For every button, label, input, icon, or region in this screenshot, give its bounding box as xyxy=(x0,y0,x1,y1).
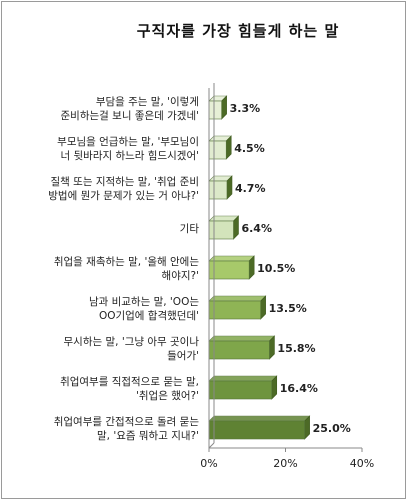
bar xyxy=(208,180,228,200)
category-label-line: 남과 비교하는 말, 'OO는 xyxy=(89,295,199,308)
category-label: 질책 또는 지적하는 말, '취업 준비 방법에 뭔가 문제가 있는 거 아냐?' xyxy=(48,175,199,202)
bar-group: 4.7% 질책 또는 지적하는 말, '취업 준비 방법에 뭔가 문제가 있는 거 … xyxy=(48,175,265,202)
bar-group: 6.4% 기타 xyxy=(180,215,272,240)
category-label-line: 기타 xyxy=(180,223,200,235)
bar-group: 16.4% 취업여부를 직접적으로 묻는 말, '취업은 했어?' xyxy=(60,375,318,402)
bar xyxy=(208,420,305,440)
bar xyxy=(208,380,273,400)
bar-value-label: 25.0% xyxy=(313,422,351,435)
x-tick-label: 0% xyxy=(200,457,217,470)
x-axis: 0% 20% 40% xyxy=(200,83,374,470)
category-label-line: '취업은 했어?' xyxy=(136,389,199,402)
bar-value-label: 4.7% xyxy=(235,182,266,195)
category-label-line: 취업여부를 직접적으로 묻는 말, xyxy=(60,375,199,388)
bar xyxy=(208,260,250,280)
category-label-line: OO기업에 합격했던데' xyxy=(99,309,199,322)
bar-value-label: 10.5% xyxy=(257,262,295,275)
x-tick-label: 20% xyxy=(273,457,297,470)
bar-value-label: 4.5% xyxy=(234,142,265,155)
bar-value-label: 15.8% xyxy=(277,342,315,355)
category-label: 부모님을 언급하는 말, '부모님이 너 뒷바라지 하느라 힘드시겠어' xyxy=(57,135,199,162)
bar-value-label: 3.3% xyxy=(230,102,261,115)
category-label-line: 준비하는걸 보니 좋은데 가겠네' xyxy=(61,109,199,122)
bar-value-label: 13.5% xyxy=(269,302,307,315)
category-label: 취업여부를 직접적으로 묻는 말, '취업은 했어?' xyxy=(60,375,199,402)
bar-value-label: 6.4% xyxy=(241,222,272,235)
bar-top-face xyxy=(208,375,278,382)
bar-value-label: 16.4% xyxy=(280,382,318,395)
category-label: 부담을 주는 말, '이렇게 준비하는걸 보니 좋은데 가겠네' xyxy=(61,95,199,122)
bar xyxy=(208,300,261,320)
bar-top-face xyxy=(208,415,311,422)
category-label: 취업을 재촉하는 말, '올해 안에는 해야지?' xyxy=(54,255,199,282)
category-label-line: 취업을 재촉하는 말, '올해 안에는 xyxy=(54,255,199,268)
x-tick-label: 40% xyxy=(350,457,374,470)
bar-group: 13.5% 남과 비교하는 말, 'OO는 OO기업에 합격했던데' xyxy=(89,295,307,322)
bar-group: 25.0% 취업여부를 간접적으로 돌려 묻는 말, '요즘 뭐하고 지내?' xyxy=(54,415,351,442)
bars-group: 3.3% 부담을 주는 말, '이렇게 준비하는걸 보니 좋은데 가겠네' 4.5% 부… xyxy=(48,95,351,442)
bar xyxy=(208,100,222,120)
category-label-line: 말, '요즘 뭐하고 지내?' xyxy=(97,429,199,442)
category-label-line: 질책 또는 지적하는 말, '취업 준비 xyxy=(51,175,200,188)
bar-top-face xyxy=(208,295,267,302)
category-label-line: 취업여부를 간접적으로 돌려 묻는 xyxy=(54,415,200,428)
category-label: 취업여부를 간접적으로 돌려 묻는 말, '요즘 뭐하고 지내?' xyxy=(54,415,200,442)
category-label-line: 너 뒷바라지 하느라 힘드시겠어' xyxy=(61,149,199,162)
chart-title: 구직자를 가장 힘들게 하는 말 xyxy=(137,22,340,40)
bar xyxy=(208,340,270,360)
category-label-line: 부모님을 언급하는 말, '부모님이 xyxy=(57,135,199,148)
category-label: 기타 xyxy=(180,223,200,235)
category-label-line: 들어가' xyxy=(167,350,199,362)
category-label-line: 방법에 뭔가 문제가 있는 거 아냐?' xyxy=(48,189,199,202)
category-label: 남과 비교하는 말, 'OO는 OO기업에 합격했던데' xyxy=(89,295,199,322)
bar-top-face xyxy=(208,255,255,262)
category-label-line: 해야지?' xyxy=(162,269,199,282)
floor-edge-line xyxy=(208,442,215,449)
bar-group: 4.5% 부모님을 언급하는 말, '부모님이 너 뒷바라지 하느라 힘드시겠어' xyxy=(57,135,265,162)
bar xyxy=(208,140,227,160)
bar xyxy=(208,220,234,240)
bar-top-face xyxy=(208,335,276,342)
category-label-line: 부담을 주는 말, '이렇게 xyxy=(96,95,199,108)
bar-group: 10.5% 취업을 재촉하는 말, '올해 안에는 해야지?' xyxy=(54,255,295,282)
category-label-line: 무시하는 말, '그냥 아무 곳이나 xyxy=(64,335,200,348)
bar-group: 3.3% 부담을 주는 말, '이렇게 준비하는걸 보니 좋은데 가겠네' xyxy=(61,95,261,122)
